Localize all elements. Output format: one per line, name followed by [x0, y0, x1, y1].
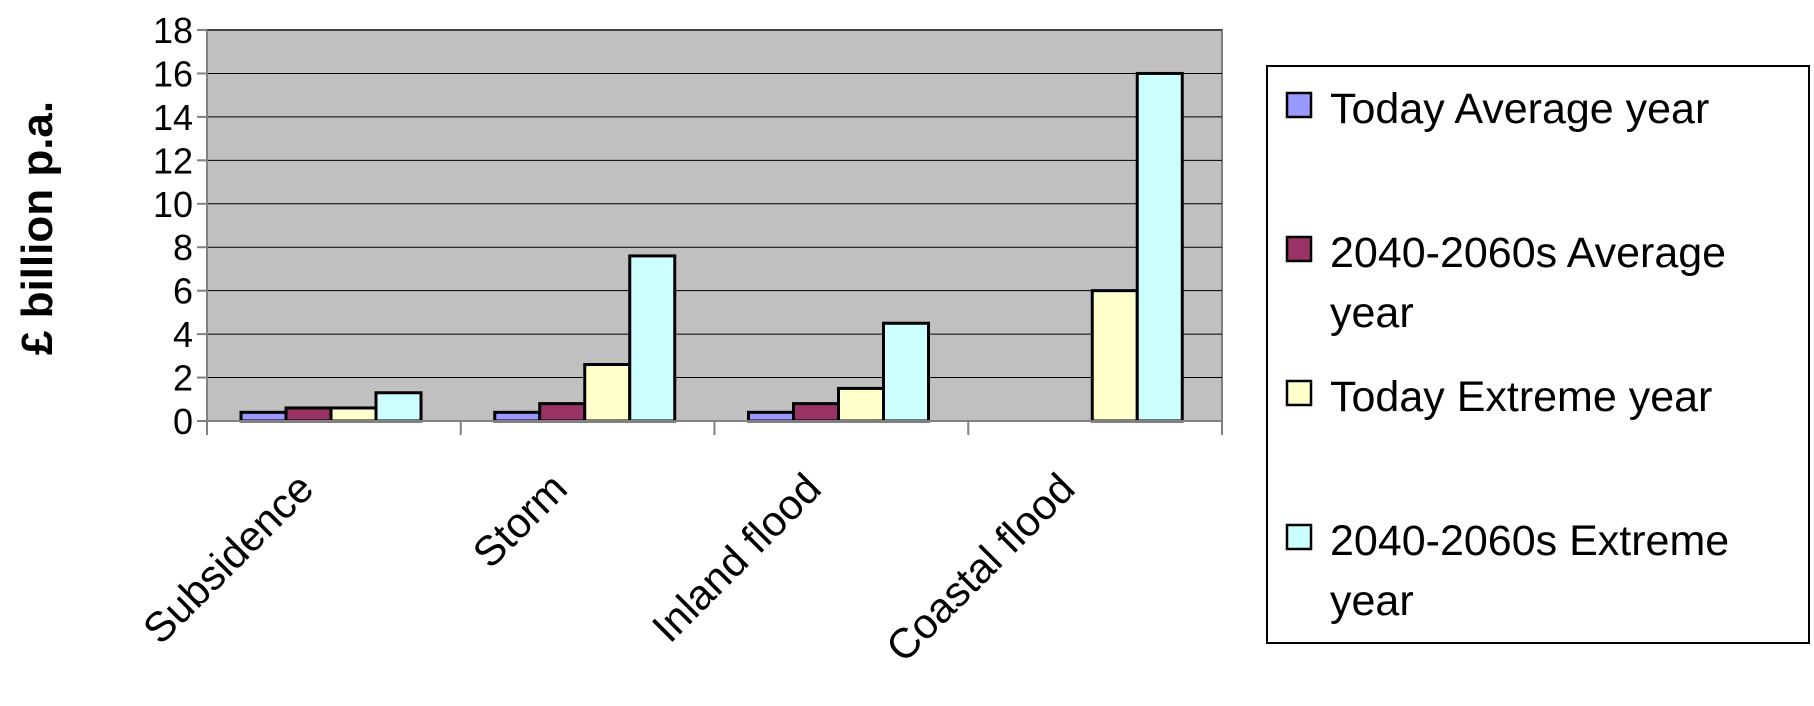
- axes: [197, 29, 1223, 435]
- y-tick-label: 18: [153, 10, 193, 51]
- legend-swatch: [1285, 235, 1313, 263]
- bar-inland-flood-series-3: [837, 386, 885, 423]
- bar-inland-flood-series-4: [882, 321, 930, 423]
- bar-inland-flood-series-2: [792, 402, 840, 423]
- legend-label: 2040-2060s Average: [1330, 229, 1726, 277]
- bar-storm-series-2: [538, 402, 587, 423]
- category-label: Coastal flood: [877, 464, 1084, 671]
- bar-subsidence-series-3: [329, 406, 378, 423]
- legend-label: Today Extreme year: [1330, 373, 1712, 421]
- y-tick-label: 14: [153, 97, 193, 138]
- category-label: Storm: [464, 464, 576, 576]
- gridlines: [207, 29, 1222, 379]
- bars: [239, 71, 1184, 423]
- bar-subsidence-series-2: [284, 406, 333, 423]
- bar-storm-series-4: [628, 254, 677, 423]
- category-label: Inland flood: [643, 464, 830, 651]
- y-tick-label: 4: [173, 314, 193, 355]
- y-tick-label: 16: [153, 53, 193, 94]
- legend: Today Average year 2040-2060s Average year…: [1266, 65, 1810, 644]
- bar-storm-series-3: [583, 363, 632, 423]
- legend-label: Today Average year: [1330, 85, 1709, 133]
- bar-storm-series-1: [493, 410, 542, 423]
- plot-area: [206, 29, 1223, 422]
- y-axis-label: £ billion p.a.: [13, 101, 62, 355]
- category-label: Subsidence: [134, 464, 322, 652]
- bar-coastal-flood-series-3: [1090, 289, 1139, 423]
- bar-coastal-flood-series-4: [1135, 71, 1184, 423]
- bar-subsidence-series-1: [239, 410, 288, 423]
- legend-swatch: [1285, 91, 1313, 119]
- y-tick-label: 8: [173, 227, 193, 268]
- y-tick-label: 0: [173, 401, 193, 442]
- y-tick-label: 2: [173, 358, 193, 399]
- y-tick-label: 6: [173, 271, 193, 312]
- legend-box: [1266, 65, 1810, 644]
- legend-label: year: [1330, 289, 1414, 337]
- legend-swatch: [1285, 379, 1313, 407]
- legend-label: year: [1330, 577, 1414, 625]
- legend-label: 2040-2060s Extreme: [1330, 517, 1729, 565]
- y-tick-label: 12: [153, 140, 193, 181]
- legend-swatch: [1285, 523, 1313, 551]
- bar-subsidence-series-4: [374, 391, 423, 423]
- y-tick-label: 10: [153, 184, 193, 225]
- category-labels: Subsidence Storm Inland flood Coastal flood: [134, 464, 1084, 671]
- bar-inland-flood-series-1: [747, 410, 795, 423]
